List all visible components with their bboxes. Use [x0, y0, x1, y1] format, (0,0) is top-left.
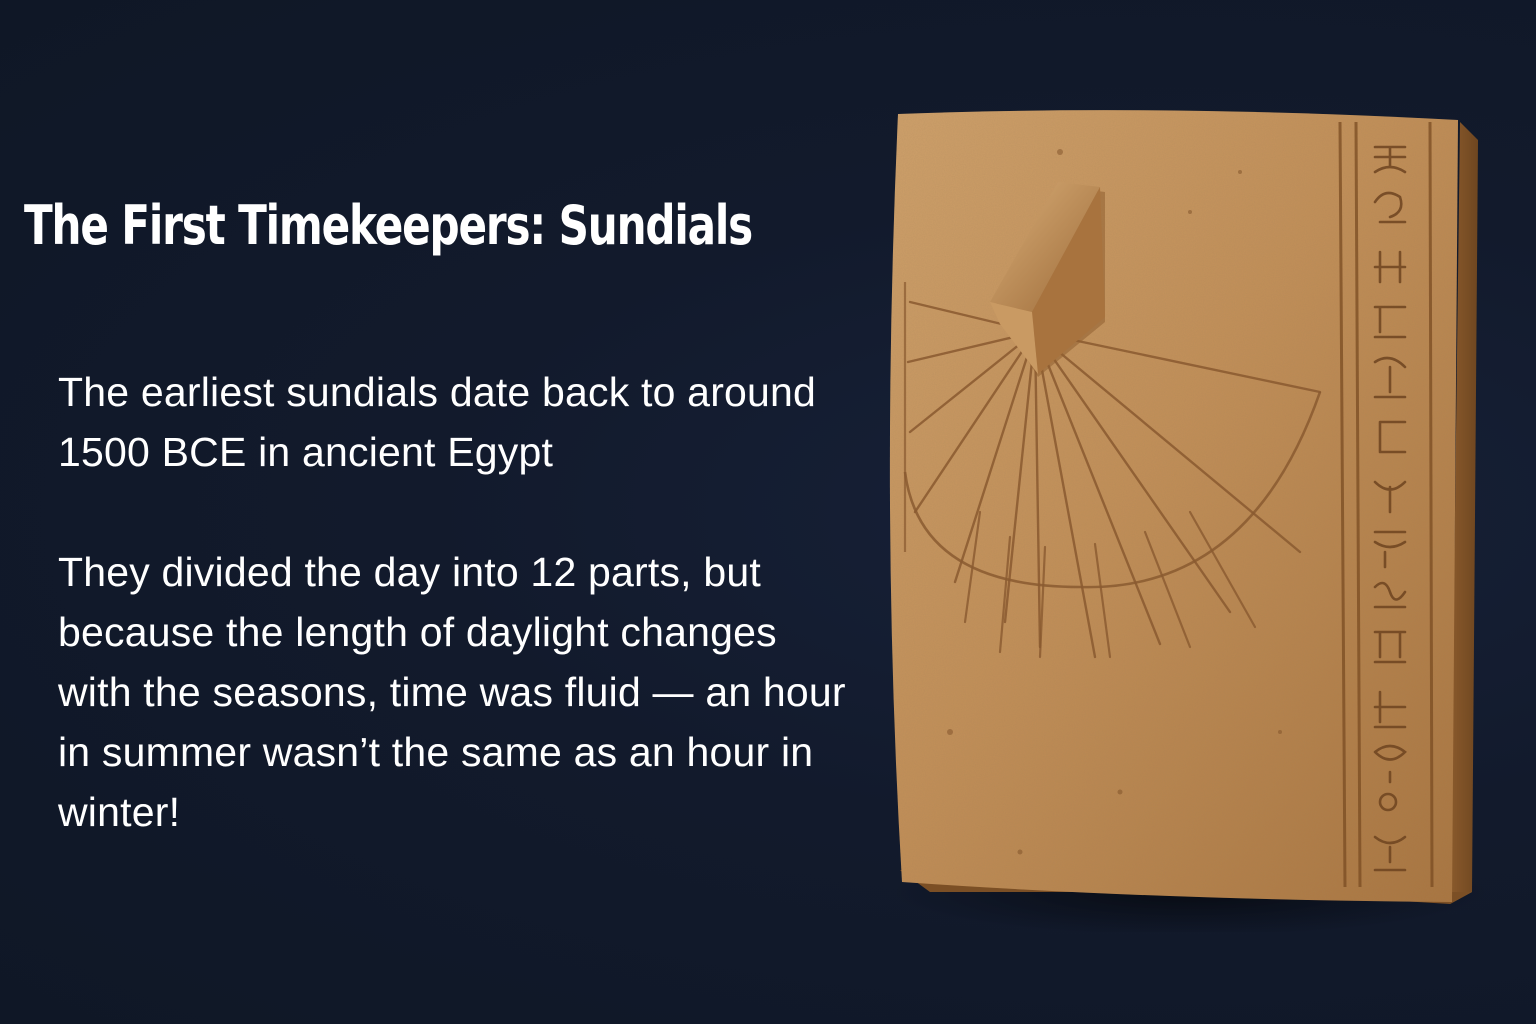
- tablet-side: [1450, 122, 1478, 904]
- paragraph-divided-day: They divided the day into 12 parts, but …: [58, 549, 846, 835]
- paragraph-earliest-sundials: The earliest sundials date back to aroun…: [58, 369, 817, 475]
- slide-title: The First Timekeepers: Sundials: [24, 194, 753, 257]
- egyptian-sundial-image: [889, 110, 1490, 932]
- dial-arc: [903, 391, 1322, 589]
- hieroglyph-column: [1338, 121, 1434, 888]
- gnomon: [990, 182, 1105, 377]
